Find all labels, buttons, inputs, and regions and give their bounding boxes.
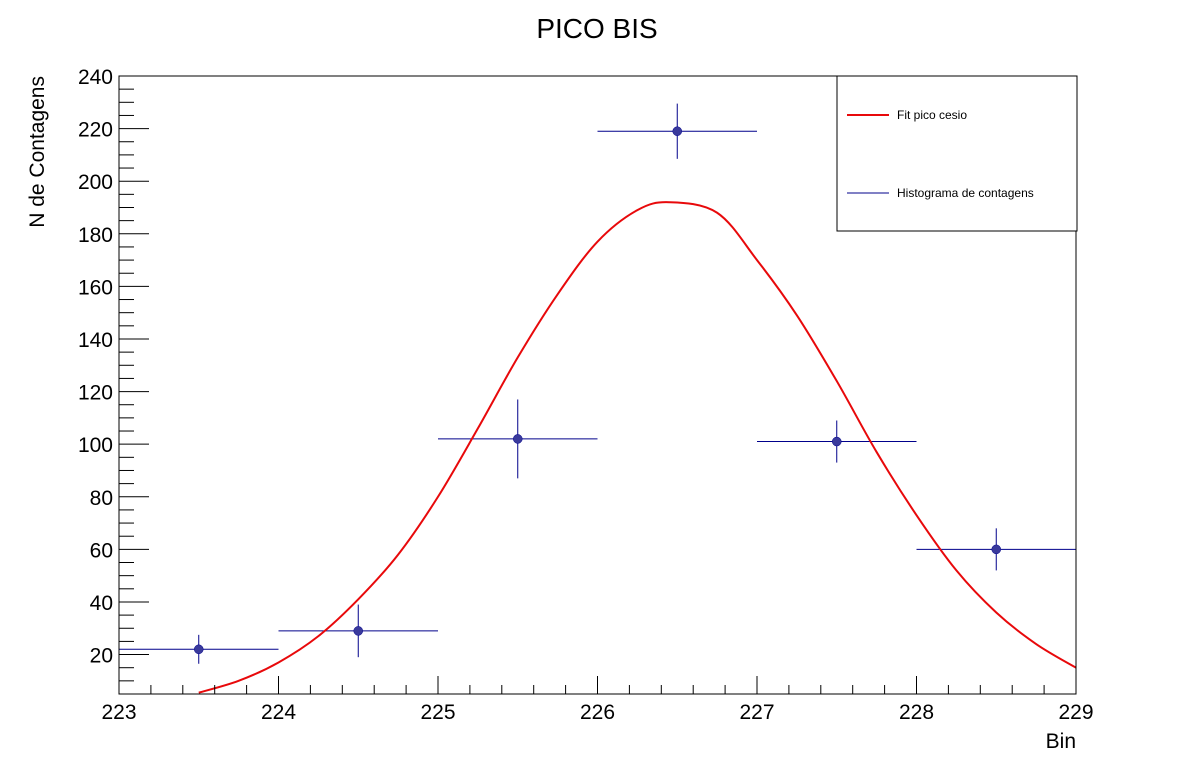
histogram-marker xyxy=(353,626,363,636)
y-tick-label: 160 xyxy=(78,276,113,299)
histogram-marker xyxy=(513,434,523,444)
axes: 20 40 60 80 100 120 140 160 180 200 220 240 223 224 22… xyxy=(78,66,1094,724)
y-tick-label: 120 xyxy=(78,382,113,405)
legend-fit-label: Fit pico cesio xyxy=(897,108,967,122)
x-tick-label: 229 xyxy=(1058,701,1093,724)
x-axis-label: Bin xyxy=(1046,730,1076,753)
y-tick-label: 220 xyxy=(78,119,113,142)
y-tick-label: 40 xyxy=(90,592,113,615)
x-tick-label: 227 xyxy=(739,701,774,724)
y-tick-label: 100 xyxy=(78,434,113,457)
histogram-marker xyxy=(991,544,1001,555)
x-tick-label: 224 xyxy=(261,701,296,724)
y-tick-label: 20 xyxy=(90,645,113,668)
x-tick-label: 226 xyxy=(580,701,615,724)
plot-area xyxy=(119,103,1076,694)
y-tick-label: 240 xyxy=(78,66,113,89)
y-tick-label: 60 xyxy=(90,539,113,562)
legend-histogram-label: Histograma de contagens xyxy=(897,186,1034,200)
data-layer xyxy=(119,103,1076,694)
histogram-marker xyxy=(194,644,204,655)
y-tick-label: 180 xyxy=(78,224,113,247)
histogram-marker xyxy=(672,126,682,136)
legend: Fit pico cesio Histograma de contagens xyxy=(836,75,1078,232)
y-tick-label: 80 xyxy=(90,487,113,510)
y-axis-label: N de Contagens xyxy=(26,76,49,228)
fit-curve xyxy=(198,201,1076,694)
y-tick-label: 200 xyxy=(78,171,113,194)
legend-box xyxy=(836,75,1078,232)
chart-title: PICO BIS xyxy=(536,13,657,44)
x-tick-label: 228 xyxy=(899,701,934,724)
x-tick-label: 223 xyxy=(101,701,136,724)
histogram-marker xyxy=(832,436,842,447)
x-tick-label: 225 xyxy=(420,701,455,724)
y-tick-label: 140 xyxy=(78,329,113,352)
